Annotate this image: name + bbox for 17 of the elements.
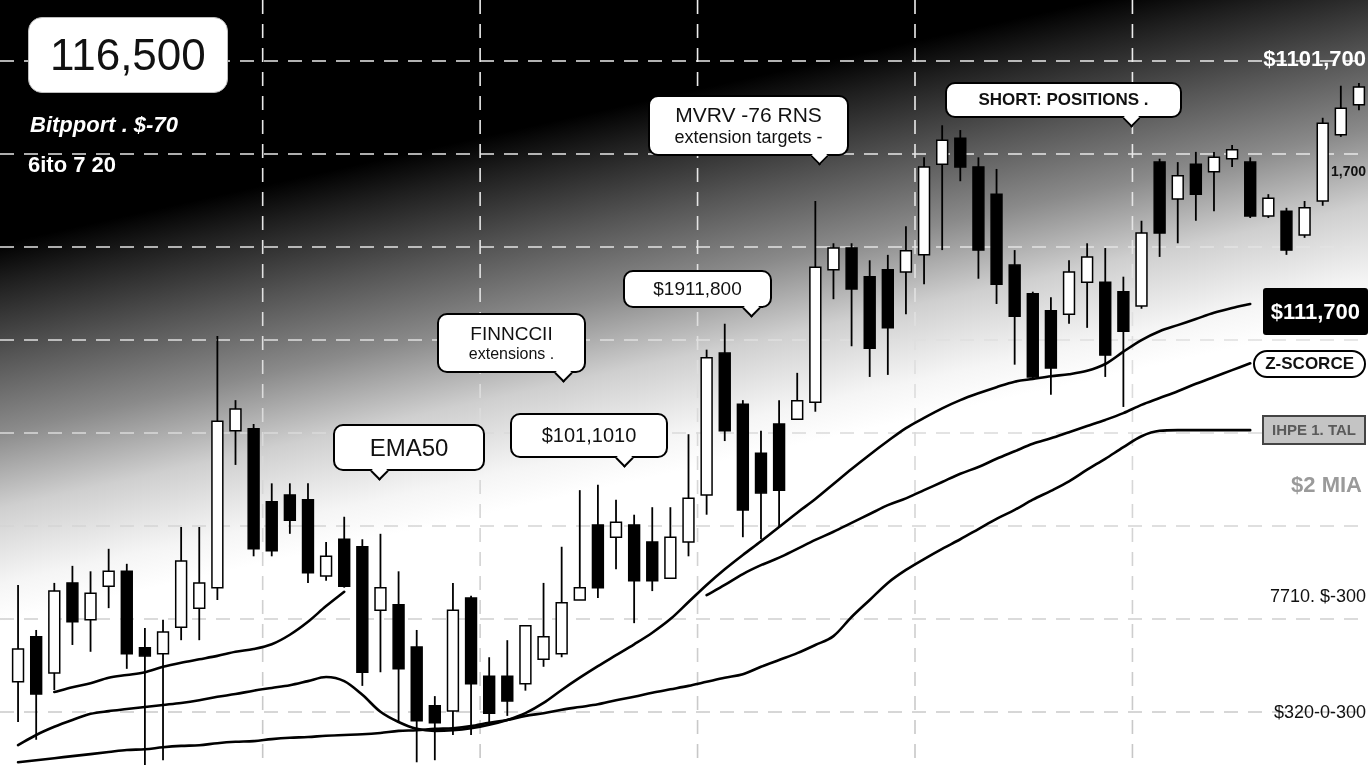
annotation: 6ito 7 20	[28, 152, 117, 178]
annotation: FINNCCII extensions .	[467, 322, 556, 364]
annotation: $2 MIA	[1291, 472, 1362, 498]
annotation: 1,700	[1330, 163, 1366, 180]
chart-title: 116,500	[50, 30, 206, 79]
annotation: Bitpport . $-70	[30, 112, 178, 138]
annotation: Z-SCORCE	[1265, 354, 1354, 373]
annotation: $1911,800	[652, 278, 743, 300]
annotation: SHORT: POSITIONS .	[977, 90, 1150, 110]
text: $1101,700	[1263, 46, 1366, 72]
annotation: IHPE 1. TAL	[1272, 421, 1356, 438]
annotation: $320-0-300	[1273, 702, 1366, 723]
annotation: 7710. $-300	[1269, 586, 1366, 607]
annotation: MVRV -76 RNS extension targets -	[673, 103, 824, 148]
annotation: $111,700	[1270, 299, 1360, 324]
annotation: EMA50	[368, 433, 450, 462]
annotation: $101,1010	[540, 424, 638, 447]
